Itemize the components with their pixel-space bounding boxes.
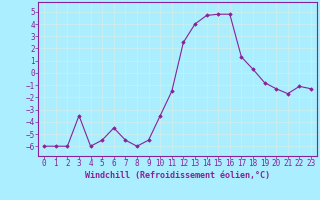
X-axis label: Windchill (Refroidissement éolien,°C): Windchill (Refroidissement éolien,°C) [85, 171, 270, 180]
